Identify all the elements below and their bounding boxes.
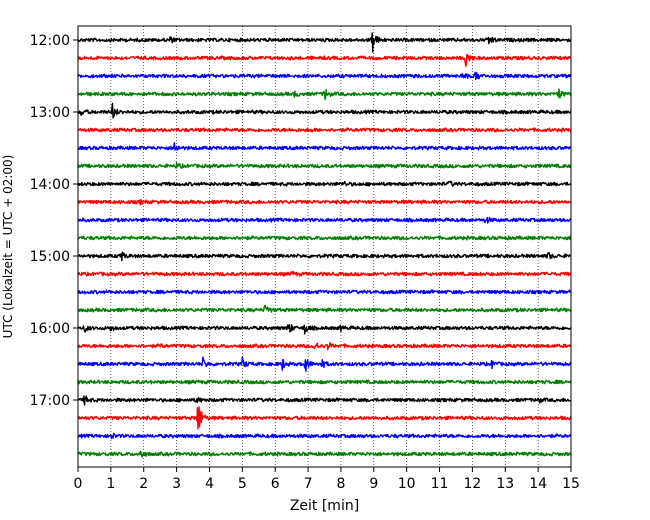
trace-1730 bbox=[77, 432, 572, 440]
x-axis-label: Zeit [min] bbox=[290, 498, 359, 514]
trace-1415 bbox=[77, 199, 572, 206]
x-tick-label: 0 bbox=[74, 476, 83, 492]
y-tick-label: 15:00 bbox=[30, 249, 70, 265]
y-axis-label: UTC (Lokalzeit = UTC + 02:00) bbox=[1, 155, 15, 339]
x-tick-label: 2 bbox=[139, 476, 148, 492]
trace-1400 bbox=[77, 180, 572, 187]
x-tick-label: 4 bbox=[205, 476, 214, 492]
x-axis-ticks: 0 1 2 3 4 5 6 7 8 9 10 11 12 13 14 15 bbox=[74, 467, 580, 492]
x-tick-label: 7 bbox=[304, 476, 313, 492]
trace-1545 bbox=[77, 304, 572, 313]
x-tick-label: 12 bbox=[463, 476, 481, 492]
trace-1430 bbox=[77, 216, 572, 224]
trace-1300 bbox=[77, 102, 572, 119]
x-tick-label: 14 bbox=[529, 476, 547, 492]
x-tick-label: 10 bbox=[398, 476, 416, 492]
trace-group bbox=[77, 32, 572, 458]
y-tick-label: 13:00 bbox=[30, 105, 70, 121]
trace-1330 bbox=[77, 142, 572, 151]
y-tick-label: 17:00 bbox=[30, 393, 70, 409]
trace-1615 bbox=[77, 342, 572, 351]
trace-1215 bbox=[77, 53, 572, 67]
y-tick-label: 12:00 bbox=[30, 33, 70, 49]
x-tick-label: 15 bbox=[562, 476, 580, 492]
trace-1500 bbox=[77, 251, 572, 262]
trace-1600 bbox=[77, 324, 572, 335]
trace-1245 bbox=[77, 88, 572, 101]
x-tick-label: 8 bbox=[336, 476, 345, 492]
trace-1515 bbox=[77, 270, 572, 277]
trace-1345 bbox=[77, 161, 572, 169]
trace-1715 bbox=[77, 406, 572, 430]
y-tick-label: 14:00 bbox=[30, 177, 70, 193]
x-tick-label: 9 bbox=[369, 476, 378, 492]
y-axis-ticks: 12:00 13:00 14:00 15:00 16:00 17:00 bbox=[30, 33, 78, 409]
y-tick-label: 16:00 bbox=[30, 321, 70, 337]
trace-1230 bbox=[77, 71, 572, 81]
x-tick-label: 13 bbox=[496, 476, 514, 492]
trace-1530 bbox=[77, 289, 572, 295]
x-tick-label: 1 bbox=[106, 476, 115, 492]
x-tick-label: 6 bbox=[271, 476, 280, 492]
plot-frame bbox=[77, 25, 572, 468]
trace-1745 bbox=[77, 450, 572, 458]
trace-1445 bbox=[77, 235, 572, 241]
trace-1700 bbox=[77, 395, 572, 406]
trace-1200 bbox=[77, 32, 572, 53]
x-tick-label: 3 bbox=[172, 476, 181, 492]
x-tick-label: 11 bbox=[431, 476, 449, 492]
trace-1315 bbox=[77, 127, 572, 133]
trace-1645 bbox=[77, 379, 572, 385]
trace-1630 bbox=[77, 356, 572, 372]
x-tick-label: 5 bbox=[238, 476, 247, 492]
